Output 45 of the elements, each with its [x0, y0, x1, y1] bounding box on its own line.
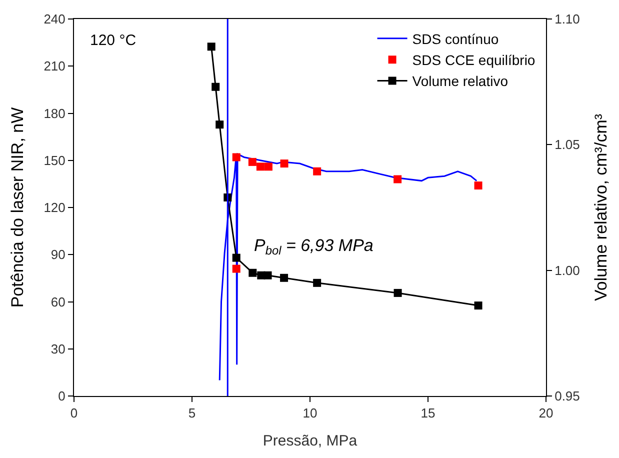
point — [264, 271, 272, 280]
y-tick-label: 90 — [50, 247, 66, 262]
legend-label: Volume relativo — [412, 73, 508, 90]
y-tick-label: 240 — [44, 12, 66, 27]
point — [232, 264, 240, 273]
point — [313, 278, 322, 287]
legend-label: SDS CCE equilíbrio — [412, 52, 536, 68]
annotation: 120 °C — [90, 32, 136, 49]
point — [394, 175, 402, 184]
point — [394, 288, 402, 297]
point — [207, 42, 216, 51]
x-tick-label: 20 — [538, 406, 554, 421]
y-tick-label: 210 — [44, 58, 66, 74]
y-axis-title: Potência do laser NIR, nW — [8, 107, 28, 308]
x-tick-label: 10 — [302, 406, 318, 421]
y2-tick-label: 1.00 — [554, 262, 580, 278]
x-tick-label: 15 — [420, 406, 436, 421]
x-tick-label: 5 — [188, 406, 196, 421]
point — [313, 167, 322, 176]
point — [232, 153, 240, 162]
y-tick-label: 150 — [44, 152, 66, 168]
point — [280, 160, 288, 168]
point — [216, 120, 224, 129]
x-axis-title: Pressão, MPa — [262, 432, 358, 450]
point — [280, 274, 288, 282]
y2-tick-label: 0.95 — [554, 388, 580, 404]
point — [248, 268, 257, 277]
point — [232, 254, 240, 262]
y2-axis-title: Volume relativo, cm³/cm³ — [591, 114, 610, 302]
annotation: P$_{bol}$ = 6,93 MPa — [254, 236, 374, 258]
point — [212, 82, 220, 91]
point — [248, 158, 256, 166]
point — [256, 162, 264, 171]
y-tick-label: 120 — [44, 200, 66, 216]
y2-tick-label: 1.10 — [554, 12, 580, 27]
y-tick-label: 0 — [58, 388, 66, 404]
point — [474, 302, 482, 310]
point — [264, 162, 272, 171]
point — [474, 182, 482, 190]
y-tick-label: 180 — [44, 106, 66, 121]
y2-tick-label: 1.05 — [554, 137, 580, 152]
x-tick-label: 0 — [70, 406, 78, 421]
y-tick-label: 60 — [50, 294, 66, 310]
legend-label: SDS contínuo — [412, 30, 499, 47]
y-tick-label: 30 — [50, 341, 66, 356]
